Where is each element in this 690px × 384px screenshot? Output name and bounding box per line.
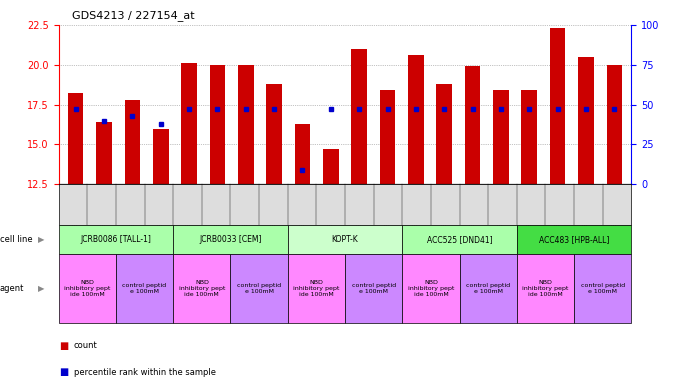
Text: KOPT-K: KOPT-K xyxy=(332,235,358,244)
Bar xyxy=(522,90,537,184)
Text: NBD
inhibitory pept
ide 100mM: NBD inhibitory pept ide 100mM xyxy=(522,280,569,297)
Text: control peptid
e 100mM: control peptid e 100mM xyxy=(123,283,166,294)
Bar xyxy=(323,149,339,184)
Bar xyxy=(408,55,424,184)
Bar xyxy=(351,49,367,184)
Text: NBD
inhibitory pept
ide 100mM: NBD inhibitory pept ide 100mM xyxy=(293,280,339,297)
Text: control peptid
e 100mM: control peptid e 100mM xyxy=(466,283,510,294)
Bar xyxy=(96,122,112,184)
Text: cell line: cell line xyxy=(0,235,32,244)
Text: ACC483 [HPB-ALL]: ACC483 [HPB-ALL] xyxy=(539,235,609,244)
Text: NBD
inhibitory pept
ide 100mM: NBD inhibitory pept ide 100mM xyxy=(408,280,454,297)
Text: NBD
inhibitory pept
ide 100mM: NBD inhibitory pept ide 100mM xyxy=(179,280,225,297)
Text: control peptid
e 100mM: control peptid e 100mM xyxy=(581,283,624,294)
Bar xyxy=(295,124,310,184)
Text: control peptid
e 100mM: control peptid e 100mM xyxy=(352,283,395,294)
Bar xyxy=(493,90,509,184)
Bar xyxy=(68,93,83,184)
Text: control peptid
e 100mM: control peptid e 100mM xyxy=(237,283,281,294)
Text: ACC525 [DND41]: ACC525 [DND41] xyxy=(426,235,493,244)
Text: NBD
inhibitory pept
ide 100mM: NBD inhibitory pept ide 100mM xyxy=(64,280,110,297)
Bar xyxy=(153,129,168,184)
Bar xyxy=(266,84,282,184)
Text: percentile rank within the sample: percentile rank within the sample xyxy=(74,368,216,377)
Bar xyxy=(607,65,622,184)
Text: agent: agent xyxy=(0,284,24,293)
Bar xyxy=(380,90,395,184)
Text: GDS4213 / 227154_at: GDS4213 / 227154_at xyxy=(72,10,195,21)
Bar xyxy=(125,100,140,184)
Bar xyxy=(238,65,253,184)
Text: JCRB0033 [CEM]: JCRB0033 [CEM] xyxy=(199,235,262,244)
Text: JCRB0086 [TALL-1]: JCRB0086 [TALL-1] xyxy=(81,235,151,244)
Text: count: count xyxy=(74,341,97,350)
Text: ▶: ▶ xyxy=(38,235,44,244)
Bar xyxy=(210,65,225,184)
Bar xyxy=(465,66,480,184)
Bar xyxy=(550,28,565,184)
Text: ■: ■ xyxy=(59,367,68,377)
Text: ■: ■ xyxy=(59,341,68,351)
Bar xyxy=(181,63,197,184)
Bar xyxy=(578,57,594,184)
Bar xyxy=(437,84,452,184)
Text: ▶: ▶ xyxy=(38,284,44,293)
